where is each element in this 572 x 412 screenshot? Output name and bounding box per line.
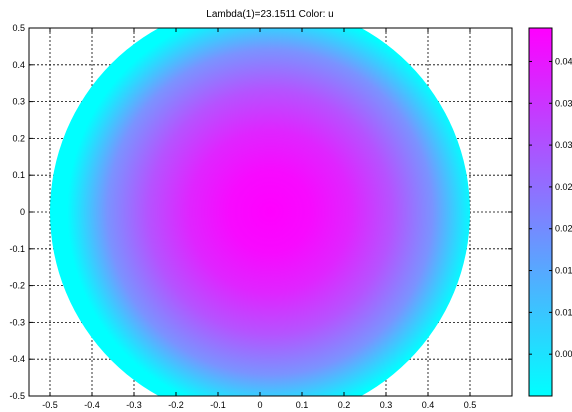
x-tick-label: -0.1 <box>210 400 226 410</box>
y-tick-label: 0.1 <box>12 170 25 180</box>
colorbar-axis: 0.04 0.035 0.03 0.025 0.02 0.015 0.01 0.005 <box>529 56 572 359</box>
colorbar-tick-label: 0.01 <box>555 307 572 317</box>
x-tick-label: -0.3 <box>126 400 142 410</box>
y-axis: 0.5 0.4 0.3 0.2 0.1 0 -0.1 -0.2 -0.3 -0.4 -0.5 <box>9 23 512 401</box>
colorbar-tick-label: 0.035 <box>555 98 572 108</box>
y-tick-label: -0.3 <box>9 317 25 327</box>
colorbar-tick-label: 0.03 <box>555 140 572 150</box>
x-tick-label: -0.4 <box>84 400 100 410</box>
solution-disk <box>50 28 470 396</box>
x-tick-label: -0.2 <box>168 400 184 410</box>
y-tick-label: 0.3 <box>12 97 25 107</box>
colorbar-tick-label: 0.025 <box>555 182 572 192</box>
y-tick-label: 0 <box>20 207 25 217</box>
x-tick-label: 0.3 <box>380 400 393 410</box>
y-tick-label: -0.1 <box>9 244 25 254</box>
colorbar-tick-label: 0.005 <box>555 349 572 359</box>
x-tick-label: 0.4 <box>422 400 435 410</box>
x-tick-label: -0.5 <box>42 400 58 410</box>
x-tick-label: 0.2 <box>338 400 351 410</box>
colorbar <box>528 27 553 397</box>
chart-title: Lambda(1)=23.1511 Color: u <box>206 9 333 20</box>
y-tick-label: -0.4 <box>9 354 25 364</box>
y-tick-label: 0.5 <box>12 23 25 33</box>
x-tick-label: 0.1 <box>296 400 309 410</box>
x-tick-label: 0 <box>257 400 262 410</box>
y-tick-label: 0.2 <box>12 133 25 143</box>
y-tick-label: -0.5 <box>9 391 25 401</box>
colorbar-tick-label: 0.02 <box>555 224 572 234</box>
x-axis: -0.5 -0.4 -0.3 -0.2 -0.1 0 0.1 0.2 0.3 0.4 0.5 <box>42 28 476 410</box>
colorbar-tick-label: 0.04 <box>555 56 572 66</box>
y-tick-label: -0.2 <box>9 281 25 291</box>
x-tick-label: 0.5 <box>464 400 477 410</box>
y-tick-label: 0.4 <box>12 60 25 70</box>
colorbar-tick-label: 0.015 <box>555 266 572 276</box>
